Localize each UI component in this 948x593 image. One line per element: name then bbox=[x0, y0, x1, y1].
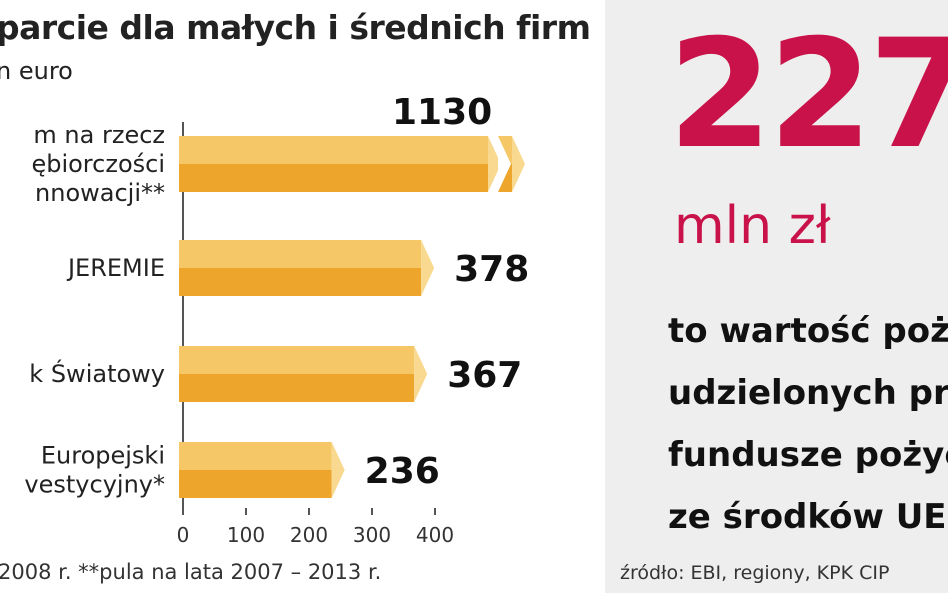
chart-subtitle: n euro bbox=[0, 57, 73, 85]
category-label: ębiorczości bbox=[31, 150, 165, 178]
category-label: vestycyjny* bbox=[24, 471, 165, 499]
highlight-line: to wartość poży bbox=[668, 311, 948, 351]
x-tick-label: 100 bbox=[227, 523, 265, 547]
category-label: Europejski bbox=[41, 442, 165, 470]
bar-bottom-face bbox=[179, 470, 332, 498]
highlight-description: to wartość poży udzielonych prz fundusze… bbox=[668, 300, 948, 548]
footnote: 2008 r. **pula na lata 2007 – 2013 r. bbox=[0, 560, 382, 584]
bar-end-cap bbox=[512, 136, 525, 192]
x-tick-label: 400 bbox=[416, 523, 454, 547]
category-label: JEREMIE bbox=[66, 254, 165, 282]
bar-top-face bbox=[179, 346, 415, 374]
chart-title: parcie dla małych i średnich firm bbox=[0, 8, 591, 47]
bar-end-cap bbox=[488, 136, 501, 192]
bar-bottom-face bbox=[179, 374, 415, 402]
bar-end-cap bbox=[414, 346, 428, 402]
bar-top-face bbox=[179, 240, 422, 268]
category-label: k Światowy bbox=[29, 358, 165, 388]
category-label: m na rzecz bbox=[33, 121, 165, 149]
highlight-line: fundusze pożyc bbox=[668, 435, 948, 475]
highlight-line: ze środków UE bbox=[668, 497, 947, 537]
bar-bottom-face bbox=[179, 268, 422, 296]
highlight-number: 227 bbox=[668, 8, 948, 182]
x-tick-label: 300 bbox=[353, 523, 391, 547]
bar-end-cap bbox=[421, 240, 435, 296]
bar-bottom-face bbox=[179, 164, 488, 192]
value-label: 236 bbox=[365, 451, 440, 492]
value-label: 378 bbox=[454, 249, 529, 290]
bar-top-face bbox=[179, 136, 488, 164]
highlight-panel bbox=[605, 0, 948, 593]
x-tick-label: 200 bbox=[290, 523, 328, 547]
value-label: 1130 bbox=[392, 92, 492, 133]
x-tick-label: 0 bbox=[177, 523, 190, 547]
bar-top-face bbox=[179, 442, 332, 470]
value-label: 367 bbox=[447, 355, 522, 396]
axis-break-notch bbox=[498, 136, 511, 192]
bar-end-cap bbox=[331, 442, 345, 498]
highlight-unit: mln zł bbox=[674, 196, 831, 256]
highlight-line: udzielonych prz bbox=[668, 373, 948, 413]
category-label: nnowacji** bbox=[35, 179, 165, 207]
source-note: źródło: EBI, regiony, KPK CIP bbox=[620, 562, 890, 584]
